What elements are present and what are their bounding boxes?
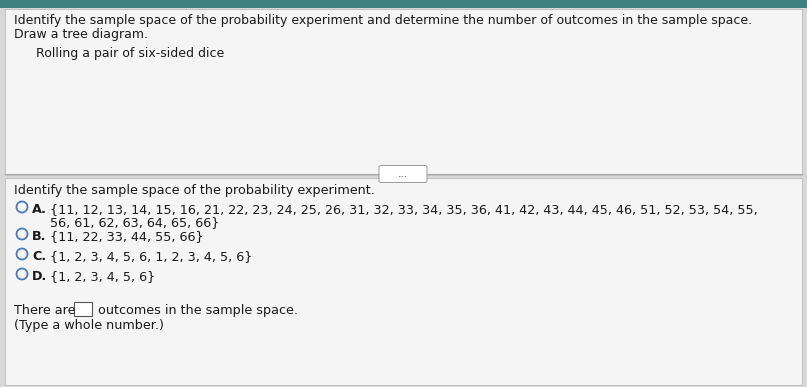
- Text: A.: A.: [32, 203, 47, 216]
- Text: {1, 2, 3, 4, 5, 6}: {1, 2, 3, 4, 5, 6}: [50, 270, 155, 283]
- Text: 56, 61, 62, 63, 64, 65, 66}: 56, 61, 62, 63, 64, 65, 66}: [50, 216, 220, 229]
- Text: Draw a tree diagram.: Draw a tree diagram.: [14, 28, 148, 41]
- Text: {1, 2, 3, 4, 5, 6, 1, 2, 3, 4, 5, 6}: {1, 2, 3, 4, 5, 6, 1, 2, 3, 4, 5, 6}: [50, 250, 253, 263]
- Text: Rolling a pair of six-sided dice: Rolling a pair of six-sided dice: [36, 47, 224, 60]
- Text: (Type a whole number.): (Type a whole number.): [14, 319, 164, 332]
- FancyBboxPatch shape: [74, 302, 92, 316]
- Text: Identify the sample space of the probability experiment and determine the number: Identify the sample space of the probabi…: [14, 14, 752, 27]
- Text: Identify the sample space of the probability experiment.: Identify the sample space of the probabi…: [14, 184, 375, 197]
- Text: ...: ...: [398, 169, 408, 179]
- FancyBboxPatch shape: [5, 178, 802, 385]
- Text: B.: B.: [32, 230, 46, 243]
- FancyBboxPatch shape: [0, 0, 807, 8]
- Text: outcomes in the sample space.: outcomes in the sample space.: [94, 304, 298, 317]
- Text: {11, 22, 33, 44, 55, 66}: {11, 22, 33, 44, 55, 66}: [50, 230, 203, 243]
- Text: There are: There are: [14, 304, 80, 317]
- FancyBboxPatch shape: [379, 166, 427, 183]
- FancyBboxPatch shape: [5, 9, 802, 175]
- Text: C.: C.: [32, 250, 46, 263]
- Text: {11, 12, 13, 14, 15, 16, 21, 22, 23, 24, 25, 26, 31, 32, 33, 34, 35, 36, 41, 42,: {11, 12, 13, 14, 15, 16, 21, 22, 23, 24,…: [50, 203, 758, 216]
- Text: D.: D.: [32, 270, 48, 283]
